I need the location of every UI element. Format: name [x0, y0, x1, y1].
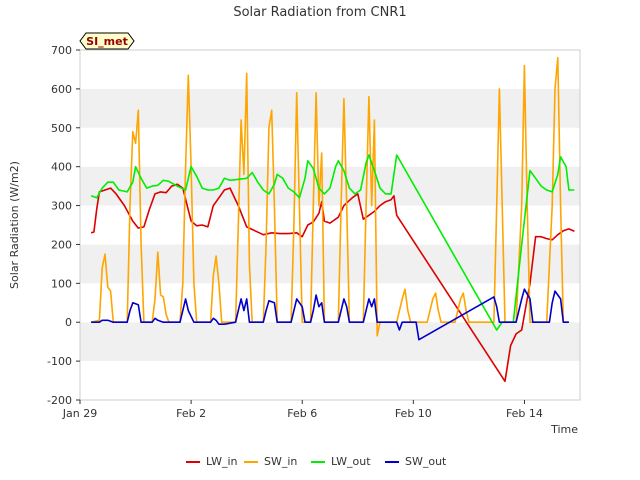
y-tick-label: 300	[51, 200, 72, 213]
x-tick-label: Feb 14	[506, 407, 543, 420]
legend-label: LW_out	[331, 455, 371, 468]
y-tick-label: 700	[51, 44, 72, 57]
y-tick-label: -100	[47, 355, 72, 368]
y-tick-label: 500	[51, 122, 72, 135]
y-tick-label: 200	[51, 238, 72, 251]
x-tick-label: Jan 29	[62, 407, 97, 420]
x-tick-label: Feb 2	[176, 407, 206, 420]
grid-band	[80, 127, 580, 167]
grid-band	[80, 283, 580, 323]
plot-frame	[79, 49, 581, 401]
y-axis: -200 -100 0 100 200 300 400 500 600 700	[47, 44, 80, 407]
legend-label: LW_in	[206, 455, 238, 468]
series-lines	[90, 57, 575, 383]
grid-band	[80, 322, 580, 362]
grid-band	[80, 244, 580, 284]
x-tick-label: Feb 10	[395, 407, 432, 420]
x-axis-label: Time	[550, 423, 578, 436]
series-line-lw-in	[90, 183, 575, 383]
grid-bands	[80, 50, 580, 400]
y-tick-label: 600	[51, 83, 72, 96]
y-axis-label: Solar Radiation (W/m2)	[8, 161, 21, 289]
badge-box	[79, 32, 135, 50]
chart-title: Solar Radiation from CNR1	[233, 5, 406, 20]
y-tick-label: 0	[65, 316, 72, 329]
y-tick-label: 100	[51, 277, 72, 290]
series-line-sw-out	[91, 288, 569, 341]
x-axis: Jan 29 Feb 2 Feb 6 Feb 10 Feb 14	[62, 400, 543, 420]
x-tick-label: Feb 6	[287, 407, 317, 420]
grid-band	[80, 88, 580, 128]
plot-border	[79, 49, 581, 401]
legend: LW_in SW_in LW_out SW_out	[186, 455, 447, 468]
station-badge: SI_met	[79, 32, 135, 50]
legend-label: SW_out	[405, 455, 447, 468]
y-tick-label: 400	[51, 161, 72, 174]
badge-label: SI_met	[86, 35, 128, 48]
grid-band	[80, 205, 580, 245]
y-tick-label: -200	[47, 394, 72, 407]
grid-band	[80, 50, 580, 89]
legend-label: SW_in	[264, 455, 297, 468]
